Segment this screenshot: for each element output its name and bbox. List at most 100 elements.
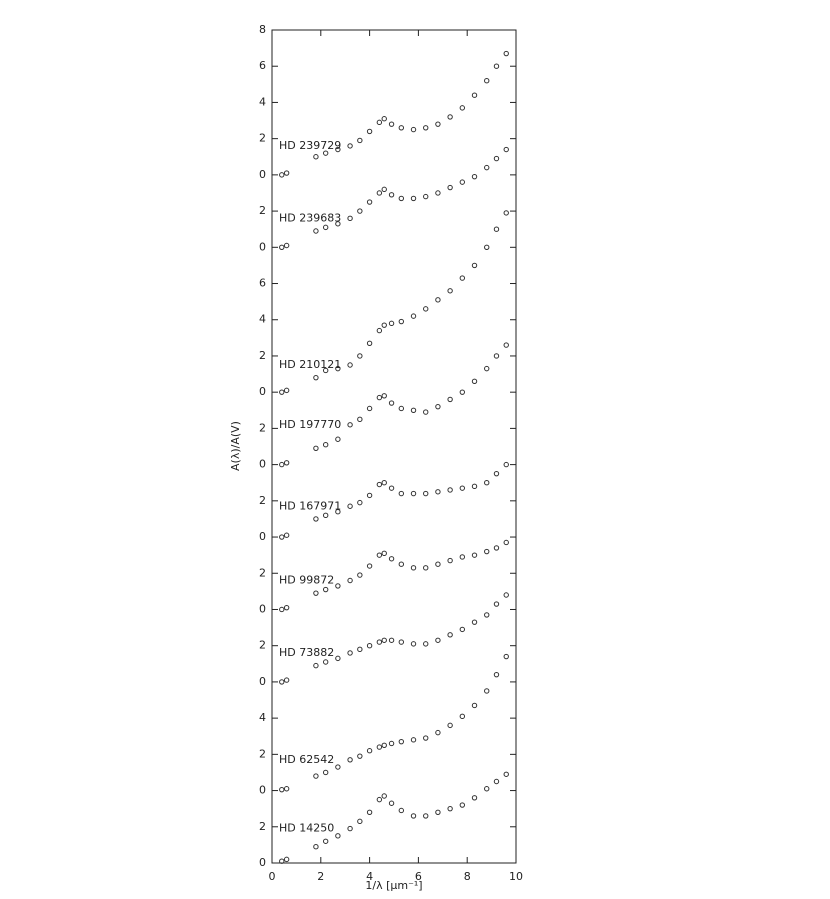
data-point — [313, 662, 319, 669]
data-point — [335, 436, 341, 442]
data-point — [398, 738, 405, 745]
data-point — [366, 340, 373, 346]
data-point — [447, 184, 453, 191]
data-point — [447, 288, 453, 294]
y-tick-label: 0 — [259, 385, 266, 398]
data-point — [366, 563, 373, 569]
data-point — [322, 441, 329, 448]
y-tick-label: 8 — [259, 23, 266, 36]
data-point — [435, 809, 441, 815]
data-point — [423, 490, 429, 497]
data-point — [283, 677, 290, 683]
data-point — [279, 786, 285, 793]
data-point — [335, 221, 341, 227]
x-tick-label: 2 — [317, 870, 324, 883]
plot-frame — [271, 29, 517, 864]
y-tick-label: 2 — [259, 639, 266, 652]
data-point — [347, 757, 353, 763]
data-point — [313, 445, 319, 452]
data-point — [471, 92, 478, 98]
data-point — [423, 306, 429, 312]
data-point — [376, 394, 383, 401]
data-point — [283, 786, 290, 792]
y-tick-label: 2 — [259, 566, 266, 579]
data-point — [381, 793, 387, 799]
data-point — [279, 461, 285, 468]
data-point — [335, 146, 341, 153]
y-tick-label: 0 — [259, 856, 266, 869]
data-point — [279, 172, 285, 178]
data-point — [493, 353, 500, 359]
data-point — [347, 422, 353, 428]
series-label: HD 14250 — [279, 822, 334, 835]
data-point — [335, 365, 341, 372]
data-point — [279, 606, 285, 613]
y-tick-label: 4 — [259, 711, 266, 724]
data-point — [381, 393, 387, 399]
data-point — [459, 802, 466, 808]
x-tick-label: 0 — [269, 870, 276, 883]
data-point — [322, 224, 329, 231]
data-point — [322, 838, 329, 844]
y-tick-label: 6 — [259, 59, 266, 72]
data-point — [484, 688, 490, 694]
data-point — [435, 489, 441, 495]
series-label: HD 210121 — [279, 358, 341, 371]
data-point — [423, 409, 429, 415]
data-point — [388, 192, 395, 198]
data-point — [366, 199, 373, 205]
data-point — [435, 121, 441, 127]
data-point — [366, 405, 373, 412]
data-point — [335, 833, 341, 839]
data-point — [283, 387, 290, 394]
data-point — [398, 125, 405, 131]
series-label: HD 239683 — [279, 211, 341, 224]
data-point — [503, 146, 509, 153]
y-tick-label: 2 — [259, 421, 266, 434]
data-point — [435, 190, 441, 196]
y-tick-label: 2 — [259, 820, 266, 833]
y-tick-label: 6 — [259, 277, 266, 290]
data-point — [398, 318, 405, 325]
data-point — [447, 805, 453, 812]
data-point — [283, 604, 290, 611]
series-label: HD 239729 — [279, 139, 341, 152]
data-point — [347, 143, 353, 149]
data-point — [388, 320, 395, 327]
data-point — [398, 807, 405, 814]
data-point — [322, 512, 329, 519]
data-point — [283, 856, 290, 863]
data-point — [313, 154, 319, 160]
data-point — [459, 105, 466, 111]
data-point — [459, 275, 466, 281]
x-tick-label: 8 — [464, 870, 471, 883]
data-point — [376, 639, 383, 645]
data-point — [357, 572, 363, 578]
data-point — [493, 778, 500, 785]
data-point — [388, 556, 395, 562]
data-point — [381, 637, 387, 643]
data-point — [322, 586, 329, 593]
data-point — [398, 405, 405, 412]
data-point — [322, 769, 329, 776]
y-tick-label: 0 — [259, 240, 266, 253]
data-point — [357, 646, 363, 653]
data-point — [459, 713, 466, 720]
data-point — [357, 208, 363, 214]
y-tick-label: 0 — [259, 602, 266, 615]
data-point — [435, 561, 441, 567]
data-point — [459, 626, 466, 633]
y-tick-label: 2 — [259, 494, 266, 507]
data-point — [484, 786, 490, 792]
data-point — [313, 844, 319, 850]
data-point — [471, 702, 478, 709]
data-point — [410, 195, 417, 202]
data-point — [484, 78, 490, 84]
data-point — [503, 461, 509, 468]
data-point — [435, 403, 441, 410]
data-point — [471, 483, 478, 490]
y-axis-label: A(λ)/A(V) — [229, 421, 242, 471]
data-point — [447, 487, 453, 493]
data-point — [471, 262, 478, 269]
